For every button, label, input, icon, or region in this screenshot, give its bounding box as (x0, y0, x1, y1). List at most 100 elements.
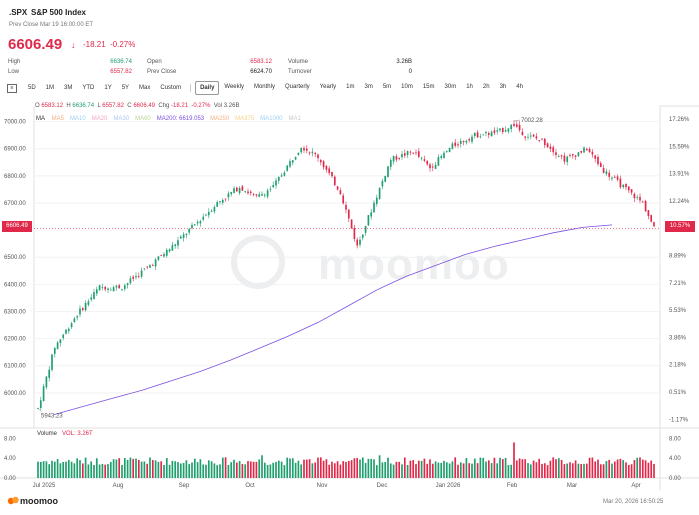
range-max[interactable]: Max (139, 85, 151, 91)
volume-bar (641, 459, 644, 478)
interval-monthly[interactable]: Monthly (253, 84, 275, 90)
candle-body (115, 285, 118, 288)
range-ytd[interactable]: YTD (82, 85, 95, 91)
ma-legend-item[interactable]: MA1 (288, 116, 301, 122)
volume-y-tick-left: 8.00 (4, 436, 16, 442)
volume-bar (221, 457, 224, 478)
volume-bar (123, 457, 126, 478)
volume-bar (389, 463, 392, 478)
candle-body (557, 156, 560, 157)
volume-bar (233, 459, 235, 478)
candle-body (359, 239, 361, 245)
volume-bar (644, 460, 647, 478)
volume-bar (294, 462, 297, 478)
interval-daily[interactable]: Daily (195, 81, 220, 95)
chart-type-icon[interactable]: ≡ (7, 83, 17, 93)
candle-body (647, 210, 650, 217)
range-3m[interactable]: 3M (64, 85, 73, 91)
candle-body (412, 152, 415, 154)
interval-30m[interactable]: 30m (444, 84, 457, 90)
y-tick-label: 6700.00 (4, 201, 26, 207)
interval-15m[interactable]: 15m (422, 84, 435, 90)
ma-legend-item[interactable]: MA250 (210, 116, 230, 122)
candle-body (165, 249, 168, 256)
candle-body (459, 140, 462, 144)
prev-close-label: Prev Close (147, 69, 177, 75)
candle-body (305, 148, 308, 151)
volume-bar (513, 442, 515, 478)
y-pct-tick-label: 5.53% (669, 308, 687, 314)
candle-body (510, 124, 513, 130)
candle-body (331, 172, 333, 177)
candle-body (597, 157, 599, 165)
interval-3m[interactable]: 3m (364, 84, 373, 90)
volume-bar (423, 458, 426, 478)
volume-bar (202, 464, 205, 478)
ma-legend-item[interactable]: MA375 (235, 116, 255, 122)
candle-body (345, 204, 347, 210)
interval-1h[interactable]: 1h (466, 84, 473, 90)
interval-3h[interactable]: 3h (499, 84, 507, 90)
volume-bar (566, 463, 569, 478)
prev-close-time: Prev Close Mar 19 16:00:00 ET (9, 22, 94, 28)
ma-legend-item[interactable]: MA5 (51, 116, 65, 122)
ma-legend-item[interactable]: MA200: 6619.053 (156, 116, 205, 122)
volume-bar (417, 460, 420, 478)
range-5y[interactable]: 5Y (121, 85, 130, 91)
watermark-logo-icon (231, 235, 285, 289)
range-custom[interactable]: Custom (160, 85, 182, 91)
volume-bar (149, 457, 151, 478)
volume-bar (191, 462, 193, 478)
range-1y[interactable]: 1Y (104, 85, 112, 91)
low-annotation: 5943.23 (41, 413, 63, 419)
ohlc-vol: 3.26B (223, 103, 240, 109)
volume-bar (56, 459, 59, 478)
ma-legend: MA MA5 MA10 MA20 MA30 MA60 MA200: 6619.053 MA2… (36, 116, 307, 122)
range-1m[interactable]: 1M (45, 85, 55, 91)
volume-bar (597, 459, 599, 478)
range-5d[interactable]: 5D (28, 85, 36, 91)
volume-bar (104, 464, 107, 478)
ohlc-h-label: H (66, 103, 71, 109)
candle-body (277, 176, 280, 181)
volume-bar (303, 459, 305, 478)
ma-legend-item[interactable]: MA60 (135, 116, 151, 122)
ma-legend-item[interactable]: MA30 (113, 116, 130, 122)
volume-bar (501, 459, 504, 478)
volume-bar (263, 462, 266, 478)
candle-body (151, 265, 154, 266)
candle-body (507, 128, 510, 132)
interval-5m[interactable]: 5m (382, 84, 392, 90)
ma-legend-item[interactable]: MA1000 (260, 116, 283, 122)
volume-bar (174, 461, 177, 478)
volume-bar (291, 458, 294, 478)
volume-bar (577, 463, 580, 478)
candle-body (434, 164, 437, 169)
candle-body (53, 347, 56, 354)
ma-legend-item[interactable]: MA10 (70, 116, 86, 122)
volume-bar (328, 464, 331, 478)
interval-10m[interactable]: 10m (401, 84, 413, 90)
volume-bar (283, 465, 286, 478)
volume-bar (445, 462, 448, 478)
interval-4h[interactable]: 4h (516, 84, 523, 90)
ma-legend-item[interactable]: MA20 (91, 116, 108, 122)
down-arrow-icon: ↓ (71, 40, 76, 50)
interval-2h[interactable]: 2h (482, 84, 490, 90)
volume-bar (179, 463, 182, 478)
toolbar-divider (190, 84, 192, 92)
interval-yearly[interactable]: Yearly (319, 84, 337, 90)
candle-body (440, 156, 443, 158)
volume-bar (42, 461, 45, 478)
volume-bar (205, 464, 207, 478)
candle-body (241, 186, 244, 191)
ohlc-h: 6636.74 (72, 103, 95, 109)
y-tick-label: 6000.00 (4, 391, 26, 397)
interval-1m[interactable]: 1m (346, 84, 355, 90)
candle-body (269, 188, 272, 190)
candle-body (653, 222, 655, 227)
interval-weekly[interactable]: Weekly (224, 84, 244, 90)
interval-quarterly[interactable]: Quarterly (284, 84, 310, 90)
candle-body (367, 215, 370, 226)
